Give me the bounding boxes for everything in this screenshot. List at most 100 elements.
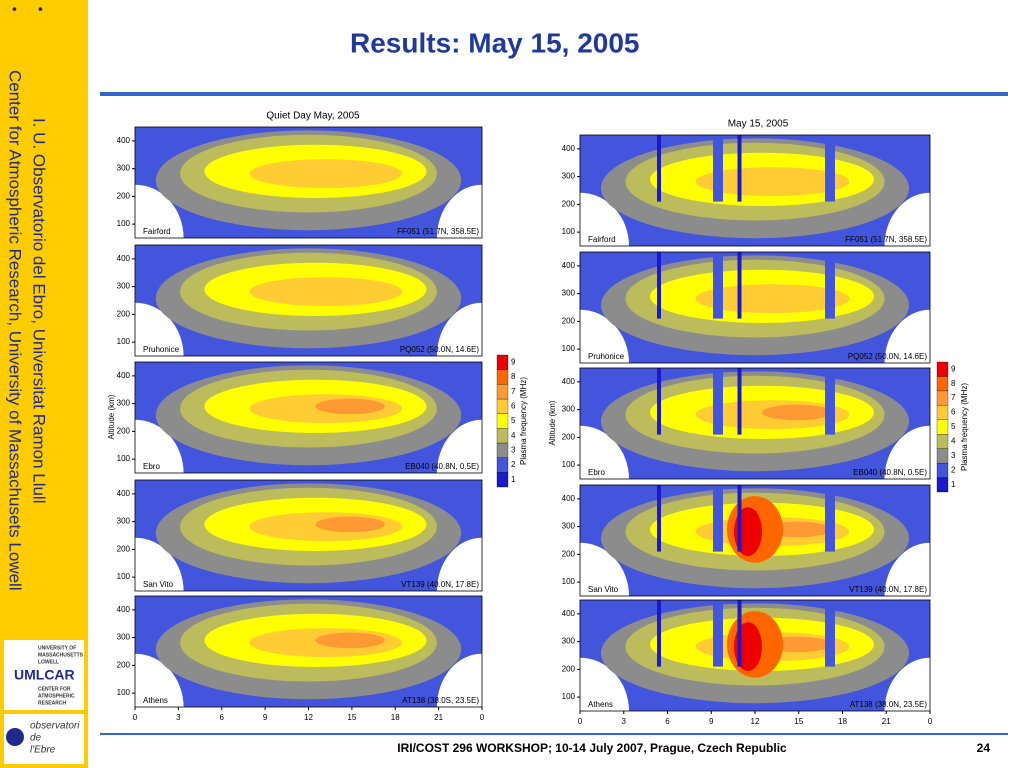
y-tick-label: 200	[562, 432, 576, 441]
night-region	[580, 425, 629, 479]
data-gap	[737, 135, 742, 202]
panel-frame	[579, 251, 931, 364]
y-tick-label: 100	[562, 460, 576, 469]
colorbar-swatch	[936, 477, 949, 493]
y-tick-label: 300	[562, 172, 576, 181]
contour-panel	[580, 600, 930, 711]
x-tick-label: 3	[622, 717, 627, 726]
logo-text: CENTER FOR	[38, 686, 71, 692]
y-tick-label: 400	[117, 254, 131, 263]
night-region	[436, 184, 482, 238]
colorbar-tick: 7	[951, 393, 956, 402]
colorbar-tick: 7	[511, 387, 516, 396]
y-tick-label: 200	[562, 199, 576, 208]
x-tick-label: 6	[220, 713, 225, 722]
x-tick-label: 12	[304, 713, 313, 722]
data-gap	[737, 252, 742, 319]
y-tick-label: 400	[562, 144, 576, 153]
y-tick-label: 300	[117, 164, 131, 173]
contour-panel	[580, 135, 930, 246]
x-tick-label: 6	[665, 717, 670, 726]
y-tick-label: 400	[117, 605, 131, 614]
contour-panel	[135, 480, 482, 591]
night-region	[884, 309, 930, 363]
x-tick-label: 3	[176, 713, 181, 722]
y-tick-label: 200	[562, 549, 576, 558]
data-gap	[825, 135, 835, 202]
colorbar-swatch	[936, 361, 949, 377]
logo-text: UNIVERSITY OF	[38, 645, 76, 651]
colorbar-label: Plasma frequency (MHz)	[519, 377, 528, 465]
colorbar-tick: 9	[511, 357, 516, 366]
station-code: PQ052 (50.0N, 14.6E)	[400, 345, 479, 354]
y-tick-label: 400	[117, 489, 131, 498]
night-region	[580, 309, 629, 363]
colorbar-tick: 3	[511, 445, 516, 454]
contour-level	[249, 159, 403, 189]
data-gap	[737, 485, 742, 552]
night-region	[135, 653, 184, 707]
y-tick-label: 100	[562, 577, 576, 586]
colorbar-swatch	[496, 428, 509, 444]
x-tick-label: 0	[578, 717, 583, 726]
station-label: Fairford	[588, 235, 616, 244]
y-tick-label: 400	[117, 136, 131, 145]
y-tick-label: 200	[117, 660, 131, 669]
data-gap	[657, 252, 661, 319]
contour-level	[315, 398, 385, 415]
station-label: Ebro	[143, 462, 160, 471]
logo-text: RESEARCH	[38, 700, 66, 706]
logo-text: MASSACHUSETTS	[38, 652, 84, 658]
colorbar-tick: 5	[511, 416, 516, 425]
data-gap	[657, 485, 661, 552]
colorbar-swatch	[496, 354, 509, 370]
data-gap	[657, 368, 661, 435]
colorbar-tick: 8	[511, 372, 516, 381]
y-tick-label: 200	[117, 426, 131, 435]
logo-text: ATMOSPHERIC	[38, 693, 75, 699]
colorbar-tick: 6	[951, 408, 956, 417]
y-tick-label: 200	[562, 316, 576, 325]
y-tick-label: 100	[562, 692, 576, 701]
station-label: San Vito	[588, 585, 619, 594]
logo-box	[4, 640, 84, 710]
y-axis-label: Altitude (km)	[107, 394, 116, 439]
data-gap	[737, 600, 742, 667]
colorbar-swatch	[496, 384, 509, 400]
contour-level	[249, 277, 403, 307]
contour-panel	[580, 252, 930, 363]
station-label: Ebro	[588, 468, 605, 477]
y-tick-label: 400	[562, 377, 576, 386]
night-region	[884, 542, 930, 596]
station-code: EB040 (40.8N, 0.5E)	[405, 462, 479, 471]
colorbar-swatch	[496, 398, 509, 414]
x-tick-label: 0	[133, 713, 138, 722]
station-code: EB040 (40.8N, 0.5E)	[853, 468, 927, 477]
panel-frame	[579, 367, 931, 480]
colorbar-swatch	[496, 472, 509, 488]
logo-text: LOWELL	[38, 659, 59, 665]
panel-frame	[579, 134, 931, 247]
contour-panel	[135, 596, 482, 707]
colorbar-tick: 4	[511, 431, 516, 440]
colorbar-tick: 1	[951, 480, 956, 489]
station-code: VT139 (40.0N, 17.8E)	[401, 580, 479, 589]
contour-panel	[135, 245, 482, 356]
contour-panel	[580, 368, 930, 479]
station-code: PQ052 (50.0N, 14.6E)	[848, 352, 927, 361]
title-rule	[100, 92, 1008, 96]
night-region	[436, 537, 482, 591]
y-tick-label: 300	[117, 282, 131, 291]
night-region	[884, 657, 930, 711]
colorbar-tick: 9	[951, 364, 956, 373]
colorbar-swatch	[496, 457, 509, 473]
x-tick-label: 12	[751, 717, 760, 726]
colorbar-label: Plasma frequency (MHz)	[960, 383, 969, 471]
panel-frame	[134, 244, 483, 357]
y-tick-label: 100	[117, 219, 131, 228]
y-tick-label: 300	[562, 405, 576, 414]
y-tick-label: 200	[117, 191, 131, 200]
data-gap	[713, 485, 723, 552]
x-tick-label: 15	[347, 713, 356, 722]
x-tick-label: 0	[480, 713, 485, 722]
